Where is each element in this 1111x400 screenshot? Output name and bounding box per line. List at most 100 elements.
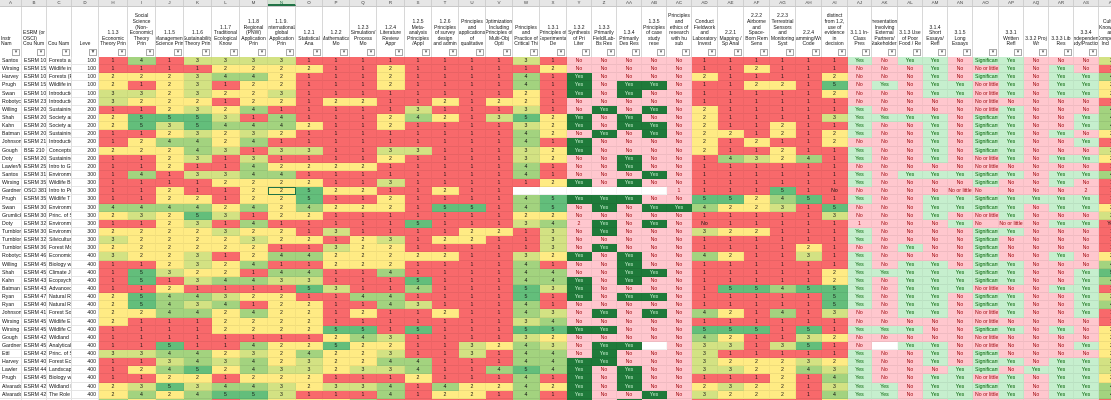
cell[interactable]: 1 (128, 81, 156, 90)
cell[interactable]: 1 (323, 89, 350, 98)
cell[interactable]: 300 (72, 219, 99, 228)
cell[interactable]: Yes (999, 122, 1024, 131)
cell[interactable]: 5 (296, 284, 323, 294)
cell[interactable]: Yes (567, 293, 592, 302)
cell[interactable]: No (948, 227, 973, 237)
cell[interactable] (592, 187, 617, 196)
cell[interactable]: Introductio (47, 97, 72, 106)
cell[interactable]: Significant (973, 325, 999, 334)
cell[interactable]: 400 (72, 366, 99, 375)
cell[interactable]: 3 (212, 170, 240, 180)
cell[interactable]: 3 (692, 366, 718, 375)
cell[interactable]: 2 (184, 268, 212, 277)
column-letter-AQ[interactable]: AQ (1024, 0, 1049, 6)
cell[interactable]: 1 (128, 333, 156, 342)
cell[interactable]: 4 (1099, 260, 1111, 269)
cell[interactable]: Yes (1074, 390, 1099, 399)
cell[interactable]: No (642, 236, 667, 245)
cell[interactable]: 2 (459, 236, 486, 245)
cell[interactable]: 1 (432, 341, 459, 351)
column-letter-I[interactable]: I (128, 0, 156, 6)
cell[interactable]: 1 (184, 325, 212, 334)
cell[interactable]: No (592, 252, 617, 261)
cell[interactable]: Yes (1049, 203, 1074, 212)
cell[interactable]: 5 (184, 122, 212, 131)
cell[interactable]: Yes (898, 309, 923, 318)
cell[interactable]: No (973, 219, 999, 228)
cell[interactable]: 4 (692, 252, 718, 261)
cell[interactable]: Yes (567, 374, 592, 383)
cell[interactable]: 1 (99, 154, 128, 163)
cell[interactable]: 1 (459, 65, 486, 74)
cell[interactable]: No (1024, 293, 1049, 302)
cell[interactable]: No (923, 236, 948, 245)
cell[interactable]: Yes (592, 105, 617, 114)
cell[interactable]: 300 (72, 227, 99, 237)
cell[interactable]: 2 (540, 252, 567, 261)
cell[interactable]: 4 (513, 130, 540, 139)
cell[interactable]: 1 (692, 268, 718, 277)
cell[interactable]: No (1024, 276, 1049, 285)
cell[interactable]: 1 (323, 57, 350, 66)
cell[interactable]: No (1049, 341, 1074, 351)
cell[interactable]: 3 (1099, 293, 1111, 302)
cell[interactable]: 1 (770, 333, 796, 342)
cell[interactable]: No (667, 57, 692, 66)
cell[interactable]: 2 (268, 65, 296, 74)
cell[interactable]: No (1074, 211, 1099, 220)
cell[interactable]: 4 (513, 73, 540, 82)
cell[interactable]: 2 (377, 341, 405, 351)
cell[interactable]: No or little (973, 341, 999, 351)
cell[interactable]: 400 (72, 276, 99, 285)
cell[interactable]: 1 (405, 154, 432, 163)
cell[interactable]: 2 (323, 97, 350, 106)
cell[interactable]: 5 (128, 276, 156, 285)
cell[interactable]: Yes (1074, 73, 1099, 82)
cell[interactable]: 4 (770, 284, 796, 294)
cell[interactable]: 2 (128, 244, 156, 253)
cell[interactable]: Yes (999, 301, 1024, 310)
cell[interactable]: 4 (212, 301, 240, 310)
cell[interactable]: 2 (822, 333, 848, 342)
cell[interactable]: 2 (128, 146, 156, 155)
cell[interactable]: 1 (296, 170, 323, 180)
cell[interactable]: No (999, 187, 1024, 196)
cell[interactable] (617, 187, 642, 196)
cell[interactable]: 1 (459, 130, 486, 139)
cell[interactable]: 1 (513, 65, 540, 74)
column-letter-V[interactable]: V (486, 0, 513, 6)
cell[interactable]: Yes (642, 309, 667, 318)
cell[interactable]: ESRM 20 (22, 122, 47, 131)
cell[interactable]: No (898, 358, 923, 367)
cell[interactable]: Yes (642, 170, 667, 180)
cell[interactable]: 4 (240, 122, 268, 131)
cell[interactable]: No (872, 309, 898, 318)
cell[interactable]: No (898, 122, 923, 131)
cell[interactable]: 1 (667, 187, 692, 196)
cell[interactable]: No (642, 89, 667, 98)
cell[interactable]: 2 (540, 122, 567, 131)
cell[interactable]: 1 (459, 268, 486, 277)
cell[interactable]: 3 (486, 113, 513, 123)
cell[interactable]: 1 (513, 244, 540, 253)
cell[interactable]: 1 (156, 179, 184, 188)
cell[interactable]: 400 (72, 260, 99, 269)
cell[interactable]: 1 (796, 301, 822, 310)
cell[interactable]: 1 (822, 65, 848, 74)
cell[interactable]: No (1049, 244, 1074, 253)
cell[interactable]: 5 (513, 113, 540, 123)
cell[interactable]: 2 (1099, 252, 1111, 261)
cell[interactable]: 1 (350, 390, 377, 399)
cell[interactable]: No (642, 138, 667, 147)
cell[interactable]: 2 (99, 317, 128, 326)
column-letter-Y[interactable]: Y (567, 0, 592, 6)
cell[interactable]: 3 (323, 382, 350, 391)
cell[interactable]: 1 (486, 73, 513, 82)
cell[interactable]: 1 (99, 105, 128, 114)
cell[interactable]: 1 (128, 65, 156, 74)
cell[interactable]: 3 (692, 350, 718, 359)
cell[interactable]: 4 (822, 390, 848, 399)
cell[interactable]: No (1024, 122, 1049, 131)
cell[interactable]: Yes (1074, 170, 1099, 180)
cell[interactable]: ESRM 36 (22, 244, 47, 253)
